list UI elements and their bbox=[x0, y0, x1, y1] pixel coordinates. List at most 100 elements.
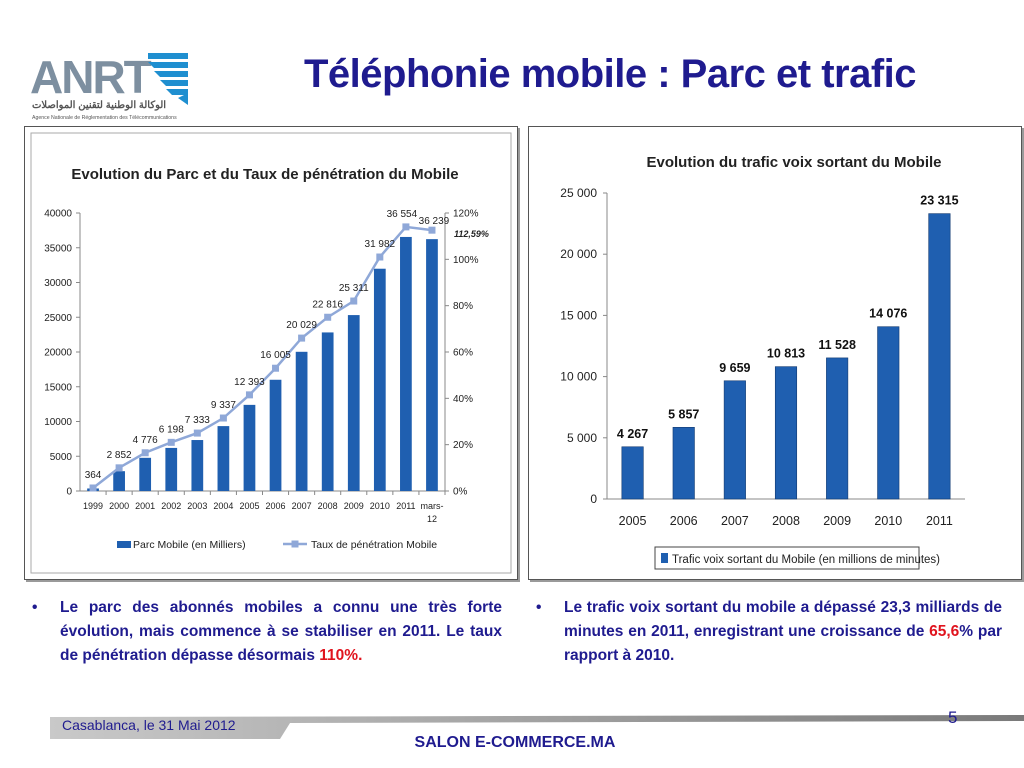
y-tick-label: 20 000 bbox=[560, 247, 597, 261]
x-tick-label: 1999 bbox=[83, 501, 103, 511]
data-label-parc: 25 311 bbox=[339, 283, 369, 294]
logo-subtitle: Agence Nationale de Réglementation des T… bbox=[32, 115, 177, 121]
bar-parc bbox=[217, 426, 230, 491]
y2-tick-label: 80% bbox=[453, 301, 473, 312]
page-number: 5 bbox=[948, 708, 958, 727]
y-tick-label: 10 000 bbox=[560, 370, 597, 384]
line-point bbox=[245, 391, 253, 399]
legend-label-line: Taux de pénétration Mobile bbox=[311, 539, 437, 551]
bar-parc bbox=[373, 268, 386, 491]
line-penetration bbox=[92, 225, 433, 489]
legend-swatch bbox=[661, 553, 668, 563]
data-label-trafic: 11 528 bbox=[818, 338, 856, 352]
y2-tick-label: 120% bbox=[453, 209, 479, 220]
bar-trafic bbox=[723, 380, 746, 500]
line-point bbox=[141, 449, 149, 457]
x-tick-label: 2001 bbox=[135, 501, 155, 511]
x-tick-label: 2005 bbox=[619, 514, 647, 528]
x-tick-label: 2005 bbox=[239, 501, 259, 511]
bullet-trafic-text: Le trafic voix sortant du mobile a dépas… bbox=[564, 596, 1002, 668]
bar-trafic bbox=[826, 357, 849, 500]
bar-parc bbox=[243, 404, 256, 491]
line-point bbox=[89, 484, 97, 492]
data-label-parc: 16 005 bbox=[260, 350, 291, 361]
bar-trafic bbox=[774, 366, 798, 500]
chart-trafic-title: Evolution du trafic voix sortant du Mobi… bbox=[646, 154, 941, 171]
y-tick-label: 30000 bbox=[44, 278, 72, 289]
bar-parc bbox=[347, 315, 360, 491]
bullet-trafic-body: Le trafic voix sortant du mobile a dépas… bbox=[564, 599, 1002, 640]
line-point bbox=[324, 313, 332, 321]
data-label-parc: 2 852 bbox=[107, 450, 132, 461]
footer-bar bbox=[50, 715, 1024, 739]
bar-parc bbox=[400, 236, 412, 491]
y-tick-label: 10000 bbox=[44, 417, 72, 428]
x-tick-label: 2011 bbox=[926, 514, 953, 528]
y-tick-label: 15000 bbox=[44, 382, 72, 393]
chart-trafic-voix: Evolution du trafic voix sortant du Mobi… bbox=[560, 154, 965, 570]
data-label-trafic: 5 857 bbox=[668, 407, 699, 421]
y2-tick-label: 40% bbox=[453, 394, 473, 405]
x-tick-label: 2007 bbox=[721, 514, 749, 528]
y-tick-label: 0 bbox=[66, 487, 72, 498]
y-tick-label: 25000 bbox=[44, 313, 72, 324]
y2-tick-label: 0% bbox=[453, 487, 468, 498]
slide-title: Téléphonie mobile : Parc et trafic bbox=[303, 52, 917, 96]
bullet-trafic-tail: % par rapport à 2010. bbox=[564, 623, 1002, 664]
line-point bbox=[350, 297, 358, 305]
x-tick-label: 2000 bbox=[109, 501, 129, 511]
x-tick-label-line2: 12 bbox=[427, 514, 437, 524]
anrt-logo-graphic: ANRT الوكالة الوطنية لتقنين المواصلات Ag… bbox=[30, 51, 188, 121]
bullet-trafic: • Le trafic voix sortant du mobile a dép… bbox=[536, 596, 1002, 668]
data-label-parc: 6 198 bbox=[159, 424, 184, 435]
data-label-parc: 36 554 bbox=[387, 209, 418, 220]
x-tick-label: 2010 bbox=[370, 501, 390, 511]
bar-trafic bbox=[672, 427, 695, 500]
data-label-parc: 22 816 bbox=[312, 299, 343, 310]
line-point bbox=[376, 253, 384, 261]
y2-tick-label: 20% bbox=[453, 440, 473, 451]
bullet-parc-highlight: 110%. bbox=[319, 647, 363, 664]
chart-parc-title: Evolution du Parc et du Taux de pénétrat… bbox=[71, 166, 458, 183]
line-point bbox=[428, 226, 436, 234]
x-tick-label: 2008 bbox=[318, 501, 338, 511]
x-tick-label: 2010 bbox=[874, 514, 902, 528]
x-tick-label: 2006 bbox=[670, 514, 698, 528]
data-label-parc: 36 239 bbox=[419, 216, 450, 227]
x-tick-label: 2009 bbox=[344, 501, 364, 511]
bullet-parc: • Le parc des abonnés mobiles a connu un… bbox=[32, 596, 502, 668]
chart-parc-frame: Evolution du Parc et du Taux de pénétrat… bbox=[24, 126, 518, 580]
data-label-trafic: 4 267 bbox=[617, 427, 648, 441]
bullet-parc-text: Le parc des abonnés mobiles a connu une … bbox=[60, 596, 502, 668]
bar-parc bbox=[269, 379, 282, 491]
footer-date: Casablanca, le 31 Mai 2012 bbox=[62, 717, 236, 733]
data-label-trafic: 10 813 bbox=[767, 347, 805, 361]
data-label-parc: 31 982 bbox=[365, 239, 396, 250]
line-point bbox=[193, 429, 201, 437]
x-tick-label: 2009 bbox=[823, 514, 851, 528]
chart-parc-mobile: Evolution du Parc et du Taux de pénétrat… bbox=[30, 132, 512, 574]
line-point bbox=[402, 223, 410, 231]
data-label-trafic: 14 076 bbox=[869, 307, 907, 321]
y-tick-label: 25 000 bbox=[560, 186, 597, 200]
x-tick-label: 2006 bbox=[266, 501, 286, 511]
y-tick-label: 5 000 bbox=[567, 431, 597, 445]
x-tick-label: 2004 bbox=[213, 501, 233, 511]
anrt-logo: ANRT الوكالة الوطنية لتقنين المواصلات Ag… bbox=[28, 45, 198, 130]
x-tick-label: 2011 bbox=[396, 501, 415, 511]
bar-trafic bbox=[877, 326, 900, 500]
bullet-dot-icon: • bbox=[32, 599, 38, 616]
line-point bbox=[167, 438, 175, 446]
data-label-parc: 4 776 bbox=[133, 435, 158, 446]
line-point bbox=[219, 414, 227, 422]
legend-label: Trafic voix sortant du Mobile (en millio… bbox=[672, 554, 940, 566]
data-label-parc: 20 029 bbox=[286, 320, 317, 331]
x-tick-label: mars- bbox=[420, 501, 443, 511]
bar-parc bbox=[139, 457, 152, 491]
bullet-dot-icon: • bbox=[536, 599, 542, 616]
data-label-trafic: 9 659 bbox=[719, 361, 750, 375]
y2-tick-label: 100% bbox=[453, 255, 479, 266]
logo-arabic: الوكالة الوطنية لتقنين المواصلات bbox=[32, 100, 166, 111]
x-tick-label: 2002 bbox=[161, 501, 181, 511]
y-tick-label: 20000 bbox=[44, 348, 72, 359]
